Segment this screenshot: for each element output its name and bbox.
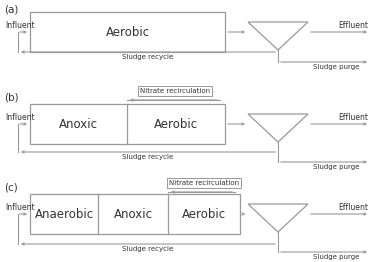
Text: (c): (c) bbox=[4, 182, 18, 192]
Bar bbox=[30, 12, 225, 52]
Text: Anoxic: Anoxic bbox=[59, 117, 98, 130]
Text: (a): (a) bbox=[4, 4, 18, 14]
Text: Sludge purge: Sludge purge bbox=[313, 254, 359, 260]
Text: Effluent: Effluent bbox=[338, 21, 368, 30]
Text: Effluent: Effluent bbox=[338, 113, 368, 122]
Text: Influent: Influent bbox=[5, 203, 35, 212]
Text: Aerobic: Aerobic bbox=[105, 25, 150, 39]
Text: Nitrate recirculation: Nitrate recirculation bbox=[140, 88, 210, 94]
Text: Nitrate recirculation: Nitrate recirculation bbox=[169, 180, 239, 186]
Bar bbox=[30, 194, 240, 234]
Text: Sludge purge: Sludge purge bbox=[313, 164, 359, 170]
Text: Sludge recycle: Sludge recycle bbox=[122, 54, 174, 60]
Text: Anoxic: Anoxic bbox=[114, 208, 153, 221]
Text: Influent: Influent bbox=[5, 21, 35, 30]
Text: Sludge purge: Sludge purge bbox=[313, 64, 359, 70]
Text: Effluent: Effluent bbox=[338, 203, 368, 212]
Text: Anaerobic: Anaerobic bbox=[35, 208, 94, 221]
Bar bbox=[30, 104, 225, 144]
Text: Aerobic: Aerobic bbox=[182, 208, 226, 221]
Text: Sludge recycle: Sludge recycle bbox=[122, 154, 174, 160]
Text: (b): (b) bbox=[4, 92, 19, 102]
Text: Aerobic: Aerobic bbox=[154, 117, 198, 130]
Text: Sludge recycle: Sludge recycle bbox=[122, 246, 174, 252]
Text: Influent: Influent bbox=[5, 113, 35, 122]
